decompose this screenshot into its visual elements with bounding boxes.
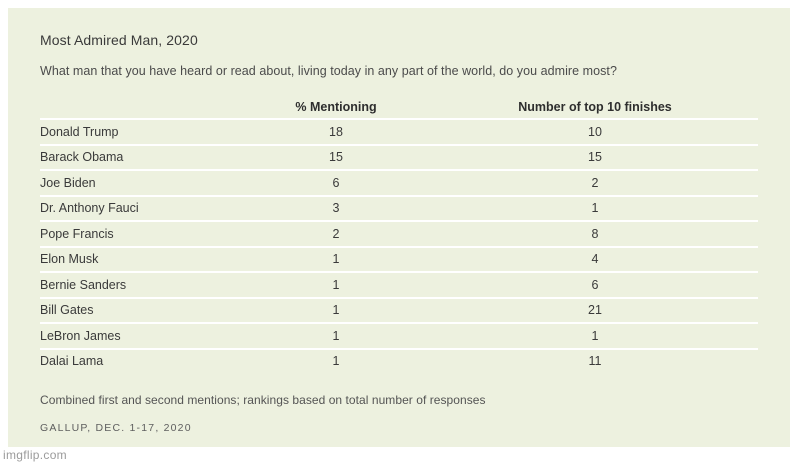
table-row: Bill Gates 1 21 <box>40 296 758 323</box>
pct-mentioning-value: 18 <box>329 124 343 139</box>
person-name: Bernie Sanders <box>40 277 127 292</box>
table-header-row: % Mentioning Number of top 10 finishes <box>40 96 758 118</box>
table-body: Donald Trump 18 10 Barack Obama 15 15 Jo… <box>40 118 758 373</box>
pct-mentioning-value: 15 <box>329 150 343 165</box>
top10-finishes-value: 1 <box>591 328 599 343</box>
table-row: Bernie Sanders 1 6 <box>40 271 758 297</box>
top10-finishes-value: 15 <box>588 150 602 165</box>
top10-finishes-value: 6 <box>591 277 599 292</box>
imgflip-watermark: imgflip.com <box>3 448 67 462</box>
source-line: GALLUP, DEC. 1-17, 2020 <box>40 422 192 434</box>
chart-title: Most Admired Man, 2020 <box>40 32 198 48</box>
person-name: Joe Biden <box>40 175 96 190</box>
column-header-top10-finishes: Number of top 10 finishes <box>518 100 672 114</box>
top10-finishes-value: 8 <box>591 226 599 241</box>
pct-mentioning-value: 1 <box>332 303 340 318</box>
table-row: Pope Francis 2 8 <box>40 220 758 246</box>
footnote: Combined first and second mentions; rank… <box>40 393 486 407</box>
top10-finishes-value: 4 <box>591 252 599 267</box>
person-name: Bill Gates <box>40 303 94 318</box>
top10-finishes-value: 21 <box>588 303 602 318</box>
table-row: Donald Trump 18 10 <box>40 118 758 144</box>
table-row: Joe Biden 6 2 <box>40 169 758 195</box>
person-name: Pope Francis <box>40 226 114 241</box>
poll-card: Most Admired Man, 2020 What man that you… <box>8 8 790 447</box>
table-row: LeBron James 1 1 <box>40 322 758 348</box>
poll-table: % Mentioning Number of top 10 finishes D… <box>40 96 758 373</box>
top10-finishes-value: 2 <box>591 175 599 190</box>
person-name: Dr. Anthony Fauci <box>40 201 139 216</box>
person-name: Donald Trump <box>40 124 119 139</box>
top10-finishes-value: 10 <box>588 124 602 139</box>
pct-mentioning-value: 1 <box>332 354 340 369</box>
person-name: Dalai Lama <box>40 354 104 369</box>
column-header-pct-mentioning: % Mentioning <box>295 100 377 114</box>
pct-mentioning-value: 3 <box>332 201 340 216</box>
person-name: LeBron James <box>40 328 121 343</box>
poll-question: What man that you have heard or read abo… <box>40 64 617 78</box>
top10-finishes-value: 11 <box>588 354 602 369</box>
pct-mentioning-value: 2 <box>332 226 340 241</box>
pct-mentioning-value: 6 <box>332 175 340 190</box>
pct-mentioning-value: 1 <box>332 252 340 267</box>
pct-mentioning-value: 1 <box>332 328 340 343</box>
table-row: Elon Musk 1 4 <box>40 245 758 272</box>
person-name: Elon Musk <box>40 252 99 267</box>
table-row: Barack Obama 15 15 <box>40 143 758 170</box>
pct-mentioning-value: 1 <box>332 277 340 292</box>
table-row: Dr. Anthony Fauci 3 1 <box>40 194 758 221</box>
person-name: Barack Obama <box>40 150 124 165</box>
top10-finishes-value: 1 <box>591 201 599 216</box>
table-row: Dalai Lama 1 11 <box>40 347 758 374</box>
